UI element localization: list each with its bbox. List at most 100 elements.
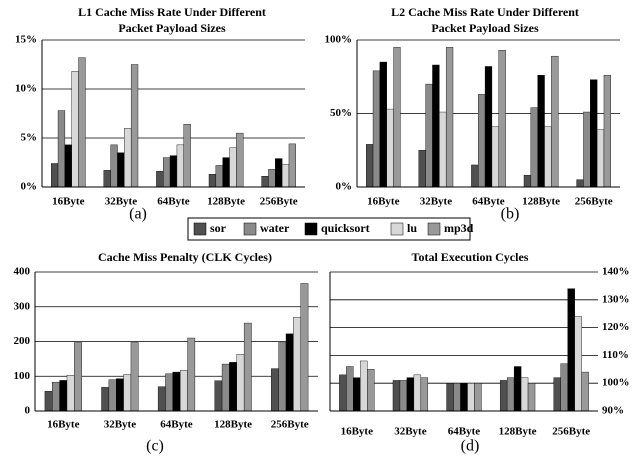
bar bbox=[393, 47, 401, 188]
x-tick-label: 16Byte bbox=[47, 419, 80, 431]
legend-swatch bbox=[243, 222, 257, 236]
bar bbox=[116, 378, 124, 412]
bar bbox=[520, 377, 529, 412]
bar bbox=[71, 71, 79, 188]
bar bbox=[420, 377, 429, 412]
y-tick-label: 110% bbox=[602, 349, 629, 361]
bar bbox=[478, 94, 486, 188]
bar bbox=[183, 124, 191, 188]
bar bbox=[553, 377, 561, 412]
bar bbox=[425, 83, 433, 188]
x-tick-label: 16Byte bbox=[341, 426, 374, 438]
x-tick-label: 128Byte bbox=[522, 196, 560, 208]
bar bbox=[278, 342, 287, 412]
y-tick-label: 100 bbox=[14, 370, 31, 382]
bar bbox=[110, 144, 118, 188]
bar bbox=[439, 111, 447, 188]
bar bbox=[446, 383, 454, 412]
bar bbox=[156, 171, 164, 188]
x-tick-label: 64Byte bbox=[448, 426, 481, 438]
x-tick-label: 128Byte bbox=[499, 426, 537, 438]
bar bbox=[261, 176, 269, 188]
x-tick-label: 32Byte bbox=[104, 419, 137, 431]
x-tick-label: 16Byte bbox=[367, 196, 400, 208]
bar bbox=[544, 126, 552, 188]
bar bbox=[471, 164, 479, 188]
chart-title: Total Execution Cycles bbox=[412, 250, 529, 264]
bar bbox=[57, 110, 66, 188]
y-tick-label: 50% bbox=[330, 107, 352, 119]
y-tick-label: 0% bbox=[336, 181, 353, 193]
bar bbox=[236, 132, 244, 188]
bar bbox=[59, 380, 68, 412]
bar bbox=[163, 157, 171, 188]
bar bbox=[51, 163, 59, 188]
bar bbox=[366, 144, 374, 188]
y-tick-label: 0% bbox=[21, 181, 38, 193]
legend-label: sor bbox=[210, 221, 227, 235]
x-tick-label: 64Byte bbox=[472, 196, 505, 208]
bar bbox=[243, 322, 252, 412]
y-tick-label: 10% bbox=[15, 83, 37, 95]
bar bbox=[523, 175, 532, 188]
bar bbox=[108, 379, 117, 412]
bar bbox=[445, 47, 454, 188]
legend-label: quicksort bbox=[321, 221, 370, 235]
y-tick-label: 90% bbox=[602, 405, 624, 417]
bar bbox=[165, 373, 174, 412]
subplot-label: (c) bbox=[146, 438, 164, 455]
bar bbox=[474, 383, 482, 412]
legend-label: water bbox=[260, 221, 290, 235]
bar bbox=[418, 150, 426, 188]
x-tick-label: 64Byte bbox=[157, 196, 190, 208]
x-tick-label: 16Byte bbox=[52, 196, 85, 208]
bar bbox=[187, 337, 196, 412]
bar bbox=[353, 377, 361, 412]
bar bbox=[339, 374, 347, 412]
y-tick-label: 5% bbox=[21, 132, 38, 144]
bar bbox=[179, 370, 188, 412]
bar bbox=[271, 368, 279, 412]
bar bbox=[157, 386, 166, 412]
bar bbox=[117, 152, 125, 188]
bar bbox=[590, 79, 598, 188]
bar bbox=[52, 381, 60, 412]
bar bbox=[221, 363, 230, 412]
bar bbox=[460, 383, 468, 412]
bar bbox=[124, 127, 132, 188]
legend-swatch bbox=[427, 222, 441, 236]
legend-swatch bbox=[193, 222, 207, 236]
x-tick-label: 256Byte bbox=[575, 196, 613, 208]
x-tick-label: 32Byte bbox=[105, 196, 138, 208]
bar bbox=[360, 360, 368, 412]
bar bbox=[169, 155, 178, 188]
bar bbox=[596, 129, 605, 188]
bar bbox=[222, 157, 230, 188]
bar bbox=[551, 55, 559, 188]
y-tick-label: 300 bbox=[14, 300, 31, 312]
bar bbox=[215, 165, 223, 188]
bar bbox=[285, 333, 294, 412]
bar bbox=[581, 371, 589, 412]
chart-title: Packet Payload Sizes bbox=[431, 21, 539, 35]
x-tick-label: 128Byte bbox=[207, 196, 245, 208]
bar bbox=[236, 354, 245, 412]
bar bbox=[293, 316, 301, 412]
x-tick-label: 256Byte bbox=[271, 419, 309, 431]
bar bbox=[379, 61, 387, 188]
chart-title: L2 Cache Miss Rate Under Different bbox=[391, 5, 579, 19]
bar bbox=[101, 387, 110, 412]
bar bbox=[498, 50, 506, 188]
x-tick-label: 128Byte bbox=[214, 419, 252, 431]
bar bbox=[399, 380, 408, 412]
bar bbox=[288, 143, 296, 188]
bar bbox=[491, 126, 499, 188]
bar bbox=[537, 75, 545, 188]
bar bbox=[560, 363, 568, 412]
bar bbox=[372, 70, 381, 188]
bar bbox=[583, 111, 591, 188]
bar bbox=[64, 144, 72, 188]
bar bbox=[44, 390, 53, 412]
y-tick-label: 100% bbox=[325, 34, 353, 46]
